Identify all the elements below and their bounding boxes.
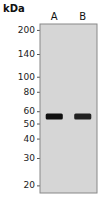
lane-label: B: [79, 11, 86, 22]
lane-label: A: [51, 11, 58, 22]
y-tick-label: 50: [24, 119, 36, 129]
y-axis: 20 30 40 50 60 80 100 140 200: [18, 25, 40, 190]
y-tick-label: 30: [24, 153, 36, 163]
y-tick-label: 80: [24, 87, 36, 97]
chart: 20 30 40 50 60 80 100 140 200 kDa A B: [0, 0, 102, 200]
y-tick-label: 20: [24, 180, 36, 190]
plot-frame: [40, 24, 97, 193]
y-axis-label: kDa: [3, 3, 25, 14]
y-tick-label: 140: [18, 49, 35, 59]
y-tick-label: 60: [24, 106, 36, 116]
plot-area: [40, 24, 97, 193]
chart-container: 20 30 40 50 60 80 100 140 200 kDa A B: [0, 0, 102, 200]
bands: [46, 113, 92, 119]
band: [46, 113, 63, 119]
y-tick-label: 200: [18, 25, 35, 35]
y-tick-label: 40: [24, 134, 36, 144]
y-tick-label: 100: [18, 72, 35, 82]
band: [74, 113, 91, 119]
